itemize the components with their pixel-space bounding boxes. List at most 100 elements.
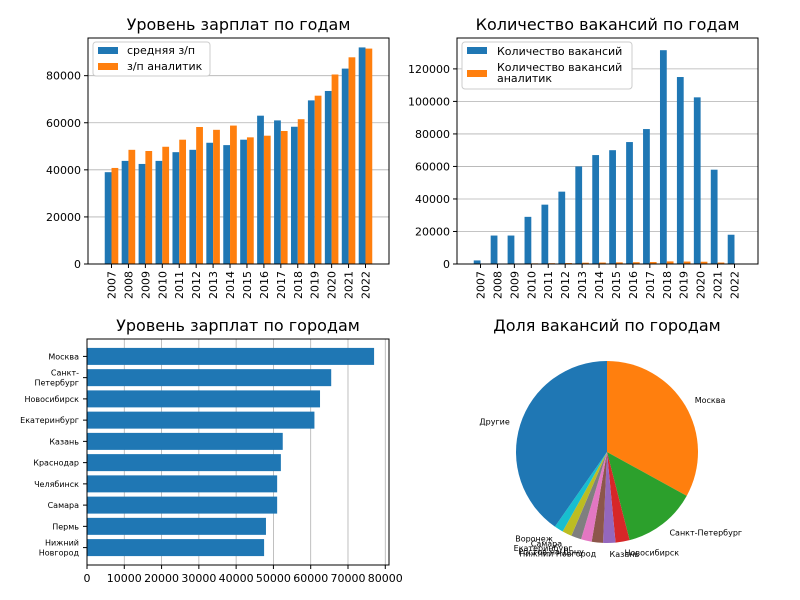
y-tick-label: Москва xyxy=(48,352,79,361)
y-tick-label-line: Челябинск xyxy=(34,480,79,489)
x-tick-label: 40000 xyxy=(219,572,254,585)
bar-secondary xyxy=(348,57,356,264)
bar-primary xyxy=(676,77,684,265)
y-tick-label-line: Санкт- xyxy=(51,369,79,378)
pie-slice xyxy=(554,452,607,532)
x-tick-label: 2012 xyxy=(190,271,203,299)
pie-slice xyxy=(581,452,607,542)
y-tick-label-line: Нижний xyxy=(45,539,79,548)
x-tick-label: 20000 xyxy=(144,572,179,585)
bar-primary xyxy=(507,235,515,264)
bar-secondary xyxy=(632,262,640,264)
bar-primary xyxy=(189,149,197,264)
chart-3: Доля вакансий по городам Москва Санкт-Пете… xyxy=(479,316,742,559)
x-tick-label: 2014 xyxy=(593,271,606,299)
y-tick-label: Санкт-Петербург xyxy=(34,369,79,388)
bar-primary xyxy=(358,47,366,264)
bar-primary xyxy=(138,163,146,264)
pie-slice xyxy=(607,361,698,496)
bar-primary xyxy=(274,120,281,264)
x-tick-label: 2017 xyxy=(275,271,288,299)
y-tick-label: 80000 xyxy=(46,70,81,83)
bar-secondary xyxy=(683,261,691,264)
x-tick-label: 2008 xyxy=(122,271,135,299)
bar-secondary xyxy=(666,261,674,264)
bar-secondary xyxy=(365,48,373,264)
x-tick-label: 2019 xyxy=(309,271,322,299)
bar-primary xyxy=(290,126,298,265)
x-tick-label: 80000 xyxy=(368,572,403,585)
bar-primary xyxy=(710,169,718,264)
x-tick-label: 2021 xyxy=(712,271,725,299)
legend-swatch xyxy=(98,47,118,54)
bar-primary xyxy=(324,90,332,264)
bar-primary xyxy=(257,115,264,264)
bar-primary xyxy=(727,234,735,264)
pie-label: Ростов-на-Дону xyxy=(518,547,584,556)
legend-label: Количество вакансий xyxy=(497,61,622,74)
x-tick-label: 60000 xyxy=(293,572,328,585)
bar xyxy=(87,369,332,387)
bar-secondary xyxy=(717,262,725,264)
legend-box xyxy=(461,41,633,90)
x-tick-label: 2010 xyxy=(156,271,169,299)
bar-secondary xyxy=(649,262,657,264)
y-tick-label-line: Новгород xyxy=(39,549,80,558)
plot-frame xyxy=(87,37,390,265)
bar-secondary xyxy=(162,146,170,264)
legend-label: аналитик xyxy=(497,72,552,85)
bar-secondary xyxy=(297,119,305,264)
y-tick-label: 40000 xyxy=(46,164,81,177)
bar-secondary xyxy=(263,135,271,264)
bar xyxy=(87,475,278,493)
plot-frame xyxy=(86,338,390,566)
bar-secondary xyxy=(615,262,623,264)
legend-swatch xyxy=(98,63,118,70)
y-tick-label-line: Самара xyxy=(48,501,80,510)
bar-secondary xyxy=(179,139,187,264)
bar-secondary xyxy=(700,261,708,264)
x-tick-label: 2013 xyxy=(576,271,589,299)
y-tick-label: 20000 xyxy=(415,225,450,238)
pie-label: Москва xyxy=(695,396,726,405)
x-tick-label: 2022 xyxy=(359,271,372,299)
bar-secondary xyxy=(246,137,254,264)
x-tick-label: 2021 xyxy=(343,271,356,299)
chart-2: Уровень зарплат по городам 0 10000 20000 300… xyxy=(20,316,403,585)
y-tick-label: Челябинск xyxy=(34,480,79,489)
bar-primary xyxy=(473,260,481,264)
x-tick-label: 2017 xyxy=(644,271,657,299)
pie-label: Другие xyxy=(479,417,509,426)
y-tick-label: Новосибирск xyxy=(24,395,79,404)
y-tick-label-line: Новосибирск xyxy=(24,395,79,404)
y-tick-label: Самара xyxy=(48,501,80,510)
bar-secondary xyxy=(128,149,136,264)
bar-primary xyxy=(223,145,231,264)
pie-slice xyxy=(562,452,607,536)
bar-secondary xyxy=(280,130,288,264)
x-tick-label: 50000 xyxy=(256,572,291,585)
bar-secondary xyxy=(582,262,589,264)
pie-label: Казань xyxy=(610,550,640,559)
pie-label: Екатеринбург xyxy=(514,544,573,553)
legend-box xyxy=(92,41,211,77)
bar-primary xyxy=(626,142,633,264)
y-tick-label: 120000 xyxy=(408,63,450,76)
bar-primary xyxy=(575,166,583,264)
x-tick-label: 2015 xyxy=(610,271,623,299)
bar-secondary xyxy=(314,95,322,264)
x-tick-label: 0 xyxy=(84,572,91,585)
bar xyxy=(87,517,266,535)
bar-primary xyxy=(490,235,498,264)
x-tick-label: 2013 xyxy=(207,271,220,299)
pie-slice xyxy=(607,452,630,543)
x-tick-label: 2014 xyxy=(224,271,237,299)
legend: средняя з/п з/п аналитик xyxy=(92,41,211,77)
bar-primary xyxy=(155,160,163,264)
x-tick-label: 2018 xyxy=(661,271,674,299)
bar-primary xyxy=(592,155,600,264)
bar-primary xyxy=(643,129,650,264)
chart-title: Уровень зарплат по годам xyxy=(127,15,351,34)
